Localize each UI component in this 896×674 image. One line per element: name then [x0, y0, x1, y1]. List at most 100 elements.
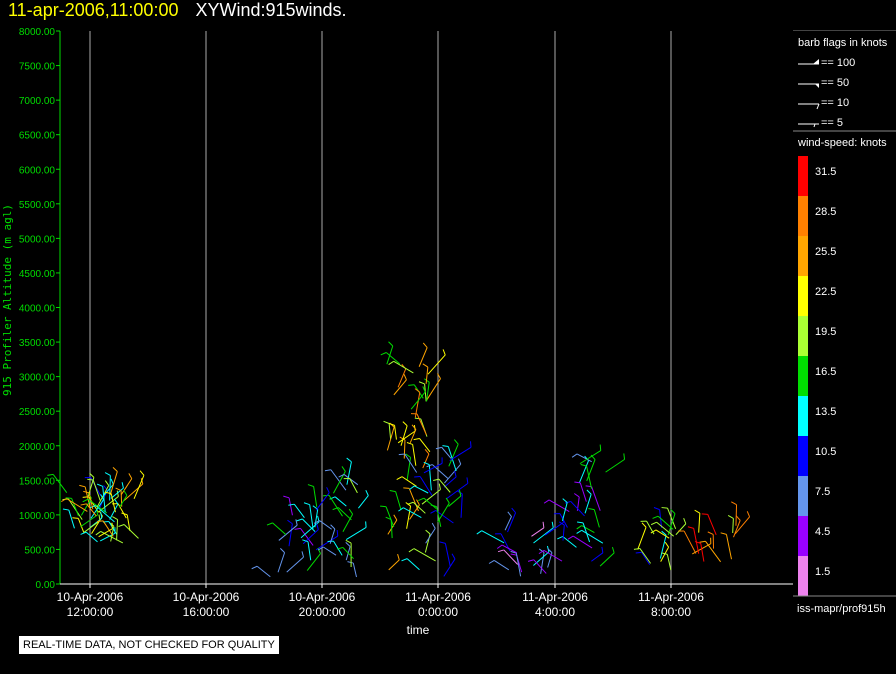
speed-swatch	[798, 236, 808, 276]
wind-barb	[133, 470, 145, 500]
wind-barb	[65, 497, 79, 516]
wind-barb	[343, 477, 358, 494]
wind-barb	[561, 498, 568, 521]
speed-label: 25.5	[815, 246, 836, 258]
wind-barb	[430, 504, 442, 527]
barb-legend-label: == 50	[821, 77, 849, 89]
wind-barb	[667, 509, 676, 536]
wind-barb	[96, 483, 106, 513]
wind-barb	[317, 546, 337, 556]
wind-barb	[591, 546, 604, 562]
wind-barb	[579, 444, 602, 465]
wind-barb	[47, 473, 68, 493]
speed-label: 22.5	[815, 286, 836, 298]
wind-barb	[79, 484, 91, 509]
wind-barb	[383, 420, 392, 439]
speed-legend-item: 13.5	[798, 396, 836, 436]
x-tick-date: 11-Apr-2006	[405, 590, 471, 604]
y-tick-label: 8000.00	[19, 27, 56, 38]
wind-barb	[121, 512, 131, 531]
wind-barb	[400, 421, 408, 446]
wind-barb	[278, 519, 298, 541]
wind-barb	[497, 549, 519, 565]
legend-graphic: barb flags in knots == 100 == 50 == 10 == 5…	[793, 29, 896, 597]
wind-barb	[123, 478, 144, 501]
speed-swatch	[798, 276, 808, 316]
wind-barb	[720, 532, 732, 560]
wind-barb	[446, 477, 469, 499]
wind-barb	[347, 561, 357, 578]
y-tick-label: 4000.00	[19, 304, 56, 315]
wind-barb	[96, 480, 110, 508]
wind-barb	[87, 478, 101, 501]
speed-legend-item: 1.5	[798, 556, 830, 596]
wind-barb	[650, 521, 675, 537]
wind-barbs	[47, 341, 751, 578]
wind-barb	[558, 521, 565, 541]
wind-barb	[112, 516, 119, 541]
speed-label: 4.5	[815, 526, 830, 538]
wind-barb	[699, 540, 722, 563]
wind-barb	[635, 551, 651, 565]
wind-barb	[443, 470, 457, 488]
speed-legend-item: 16.5	[798, 356, 836, 396]
x-axis-label: time	[407, 623, 430, 637]
chart-title: 11-apr-2006,11:00:00 XYWind:915winds.	[8, 0, 347, 21]
wind-barb	[426, 373, 441, 401]
speed-legend-item: 10.5	[798, 436, 836, 476]
barb-legend: == 100 == 50 == 10 == 5	[798, 57, 855, 129]
speed-label: 16.5	[815, 366, 836, 378]
wind-barb	[410, 413, 427, 436]
x-tick-date: 11-Apr-2006	[638, 590, 704, 604]
wind-barb	[80, 503, 97, 517]
wind-barb	[584, 489, 592, 514]
wind-barb	[387, 514, 398, 535]
wind-barb	[61, 498, 88, 512]
title-product: XYWind:915winds.	[195, 0, 347, 20]
speed-legend-item: 25.5	[798, 236, 836, 276]
wind-barb	[701, 513, 717, 536]
wind-barb	[332, 507, 352, 521]
wind-barb	[507, 507, 517, 533]
speed-legend: 31.5 28.5 25.5 22.5 19.5 16.5 13.5 10.5 7.5 4.5 1.…	[798, 156, 836, 596]
wind-barb	[266, 522, 287, 535]
wind-barb	[97, 520, 114, 537]
wind-barb	[488, 560, 510, 571]
wind-barb	[456, 490, 463, 518]
wind-barb	[637, 522, 647, 550]
wind-barb	[296, 518, 316, 532]
x-tick-time: 0:00:00	[418, 605, 458, 619]
wind-barb	[687, 526, 700, 554]
x-tick-time: 12:00:00	[67, 605, 114, 619]
wind-barb	[409, 424, 417, 444]
x-tick-date: 10-Apr-2006	[289, 590, 356, 604]
wind-barb	[251, 565, 271, 578]
wind-barb	[727, 515, 734, 534]
wind-barb	[496, 544, 518, 554]
wind-barb	[443, 553, 456, 577]
wind-barb	[430, 510, 454, 524]
wind-barb	[437, 497, 450, 523]
wind-barb	[358, 489, 369, 509]
wind-barb	[83, 514, 101, 533]
wind-barb	[388, 360, 414, 374]
wind-barb	[448, 439, 459, 467]
wind-barb	[120, 473, 133, 495]
wind-barb	[557, 536, 577, 548]
wind-barb	[386, 341, 394, 365]
wind-barb	[345, 521, 367, 540]
wind-barb	[418, 497, 437, 509]
speed-label: 10.5	[815, 446, 836, 458]
wind-barb	[345, 539, 352, 567]
barb-legend-label: == 100	[821, 57, 855, 69]
wind-barb	[424, 529, 431, 553]
barb-legend-label: == 10	[821, 97, 849, 109]
speed-legend-item: 22.5	[798, 276, 836, 316]
wind-barb	[448, 490, 462, 507]
wind-barb	[380, 505, 395, 528]
wind-barb	[414, 417, 428, 437]
speed-swatch	[798, 356, 808, 396]
barb-legend-item: == 100	[798, 57, 855, 69]
speed-label: 19.5	[815, 326, 836, 338]
wind-barb	[576, 525, 595, 533]
